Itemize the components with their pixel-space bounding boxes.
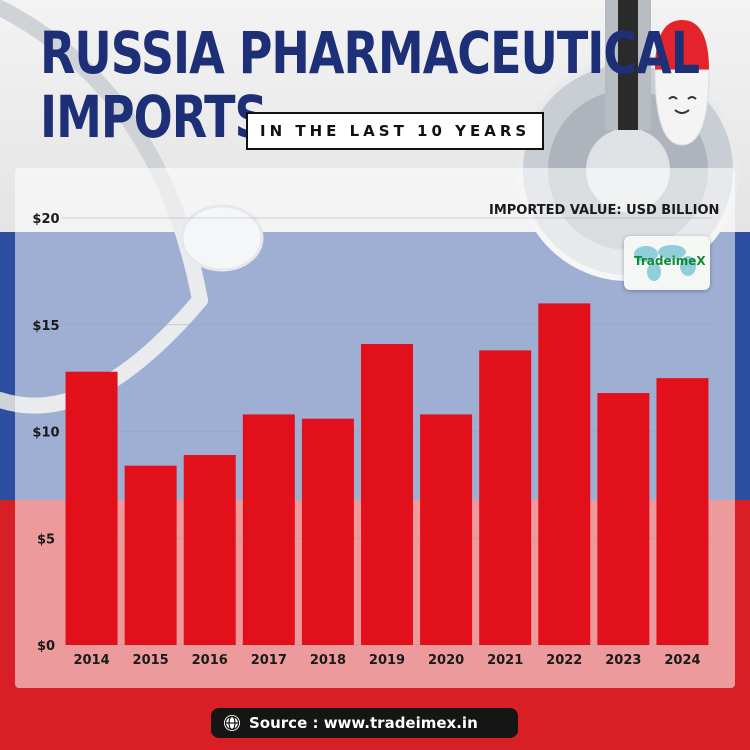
- bar-2014: [65, 371, 118, 645]
- x-tick-label: 2018: [310, 653, 346, 668]
- x-tick-label: 2024: [664, 653, 700, 668]
- y-tick-label: $20: [32, 212, 59, 227]
- source-pill: Source : www.tradeimex.in: [211, 708, 518, 738]
- bar-2016: [183, 454, 236, 645]
- bar-2022: [538, 303, 591, 645]
- x-tick-label: 2015: [133, 653, 169, 668]
- page-title: RUSSIA PHARMACEUTICAL: [40, 19, 700, 87]
- bar-2019: [361, 343, 413, 645]
- bar-2021: [479, 350, 532, 645]
- world-map-logo-icon: [634, 245, 696, 281]
- x-tick-label: 2014: [73, 653, 109, 668]
- y-tick-label: $5: [37, 532, 55, 547]
- y-tick-label: $15: [32, 319, 59, 334]
- unit-note: IMPORTED VALUE: USD BILLION: [489, 203, 720, 218]
- y-tick-label: $0: [37, 639, 55, 654]
- x-tick-label: 2019: [369, 653, 405, 668]
- bar-2017: [242, 414, 295, 645]
- tradeimex-logo: TradeimeX: [624, 236, 710, 290]
- bar-2020: [420, 414, 473, 645]
- logo-text: TradeimeX: [634, 254, 706, 268]
- globe-icon: [224, 715, 240, 731]
- x-tick-label: 2021: [487, 653, 523, 668]
- y-tick-label: $10: [32, 426, 59, 441]
- bar-2018: [301, 418, 354, 645]
- bar-2015: [124, 465, 177, 645]
- page-title-line2: IMPORTS: [40, 83, 268, 151]
- x-tick-label: 2016: [192, 653, 228, 668]
- bar-2023: [597, 393, 650, 645]
- bar-2024: [656, 378, 709, 645]
- x-tick-label: 2023: [605, 653, 641, 668]
- source-text: Source : www.tradeimex.in: [249, 714, 478, 732]
- x-tick-label: 2020: [428, 653, 464, 668]
- x-tick-label: 2017: [251, 653, 287, 668]
- x-tick-label: 2022: [546, 653, 582, 668]
- subtitle-badge: IN THE LAST 10 YEARS: [246, 112, 545, 150]
